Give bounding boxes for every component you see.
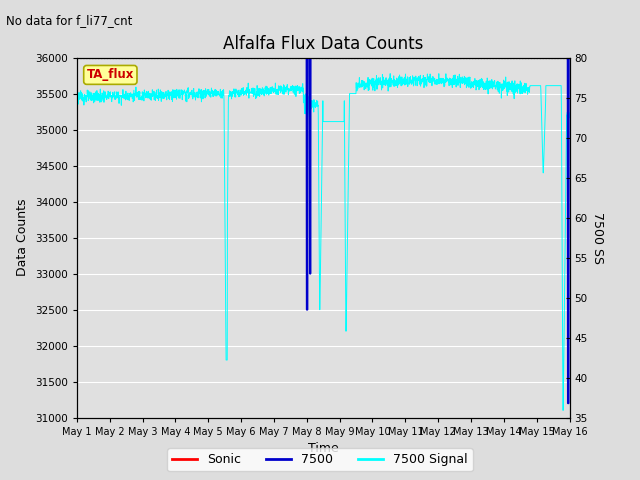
7500	[536, 55, 543, 60]
Line: 7500: 7500	[77, 58, 570, 403]
7500 Signal	[387, 71, 394, 76]
Y-axis label: Data Counts: Data Counts	[17, 199, 29, 276]
7500 Signal	[348, 91, 355, 96]
7500	[522, 55, 530, 60]
7500 Signal	[211, 90, 218, 96]
7500 Signal	[73, 97, 81, 103]
7500 Signal	[467, 74, 474, 80]
7500	[337, 55, 345, 60]
7500 Signal	[522, 83, 530, 89]
7500 Signal	[536, 83, 544, 88]
7500	[564, 400, 572, 406]
7500	[348, 55, 355, 60]
Text: No data for f_li77_cnt: No data for f_li77_cnt	[6, 14, 132, 27]
Line: 7500 Signal: 7500 Signal	[77, 73, 570, 410]
7500 Signal	[566, 112, 573, 118]
Y-axis label: 7500 SS: 7500 SS	[591, 212, 604, 264]
7500	[466, 55, 474, 60]
7500 Signal	[337, 119, 345, 124]
Legend: Sonic, 7500, 7500 Signal: Sonic, 7500, 7500 Signal	[167, 448, 473, 471]
X-axis label: Time: Time	[308, 442, 339, 455]
7500	[73, 55, 81, 60]
7500 Signal	[559, 408, 567, 413]
Text: TA_flux: TA_flux	[86, 68, 134, 82]
Title: Alfalfa Flux Data Counts: Alfalfa Flux Data Counts	[223, 35, 424, 53]
7500	[211, 55, 218, 60]
7500	[566, 55, 573, 60]
